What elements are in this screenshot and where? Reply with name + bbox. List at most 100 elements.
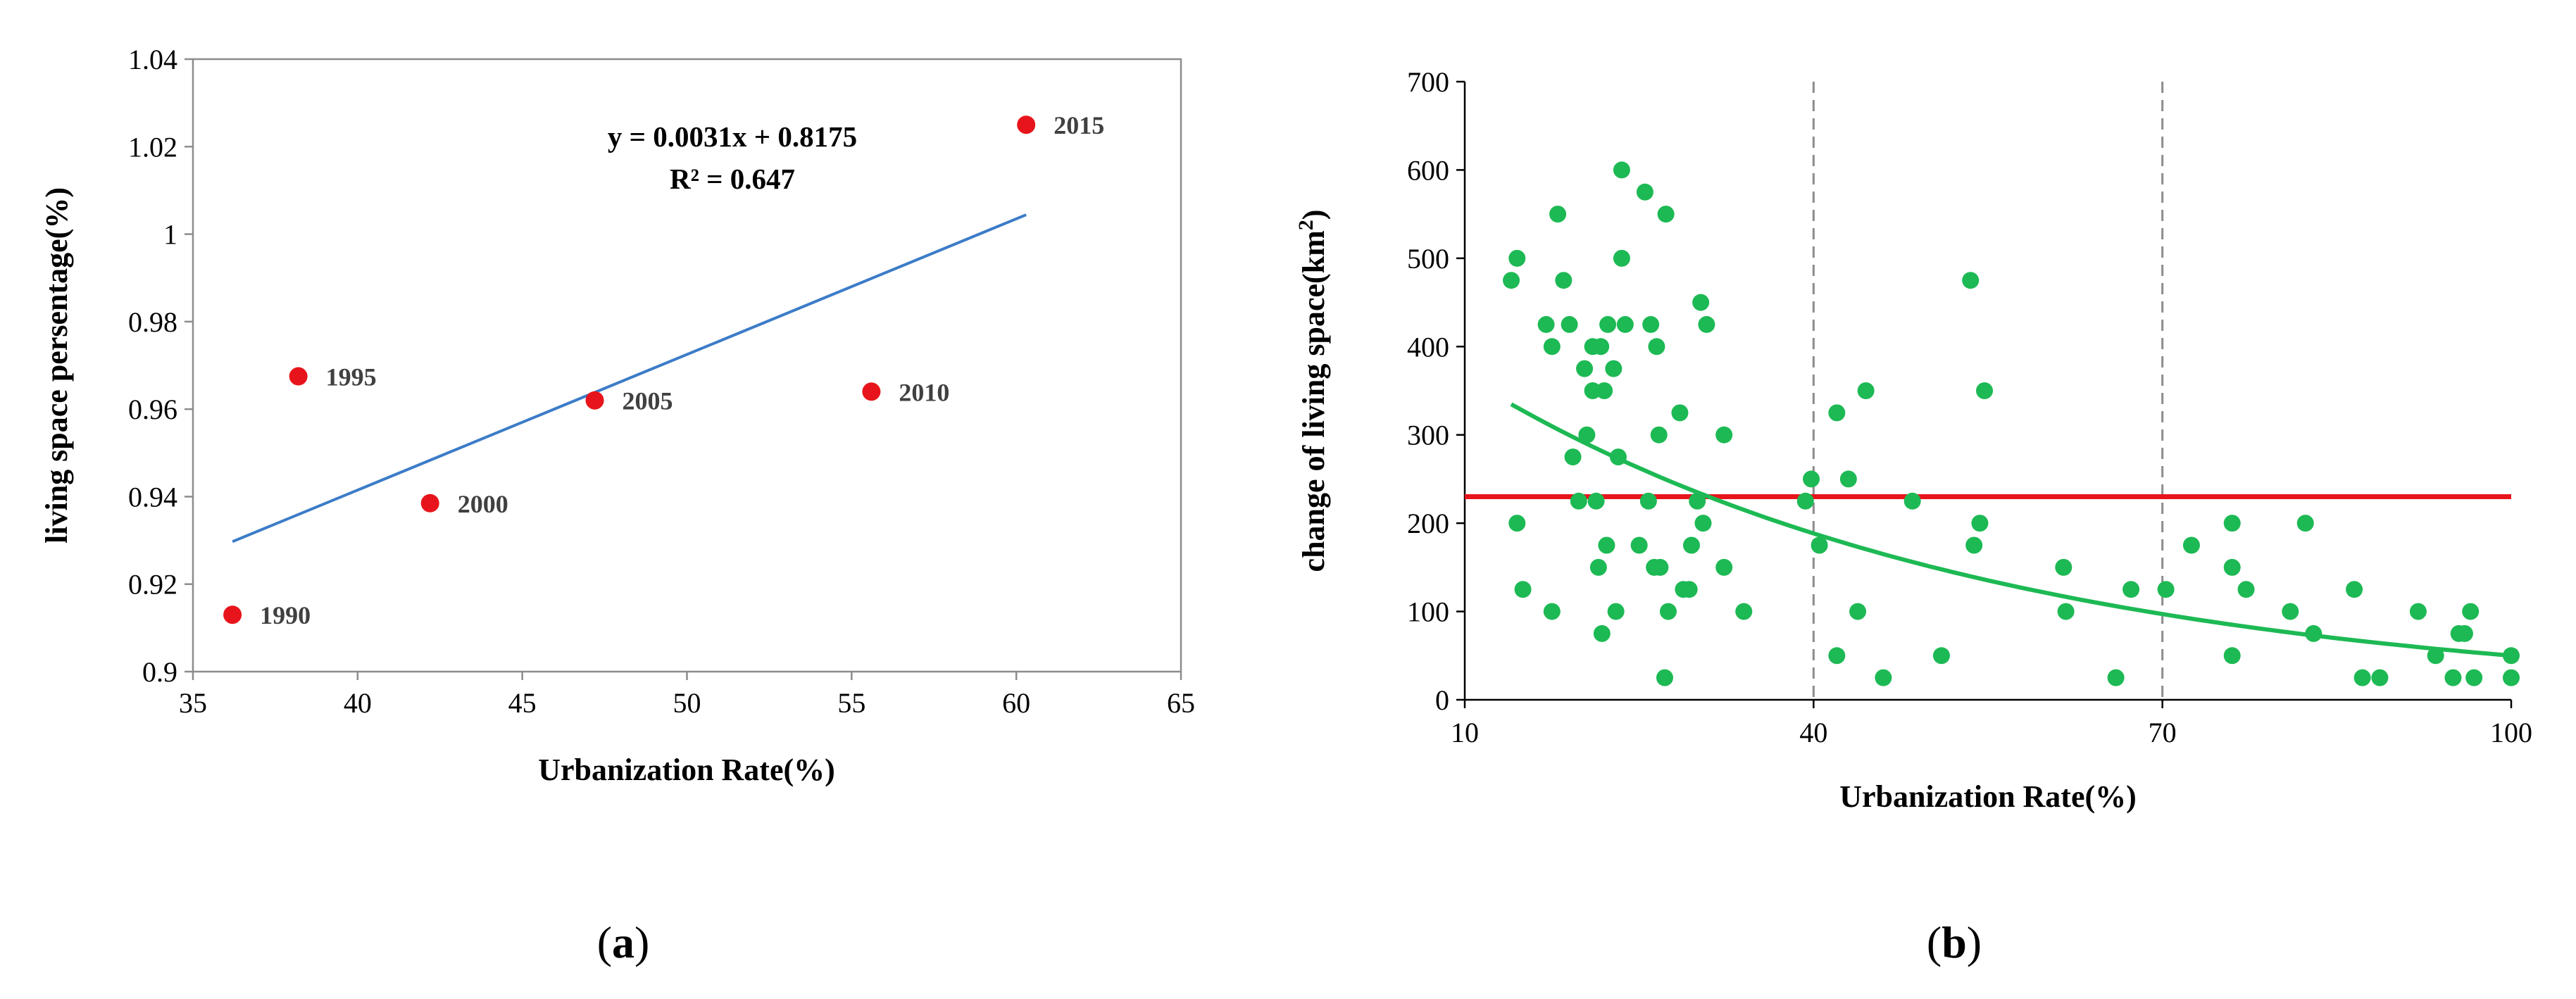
chart-b-point xyxy=(2503,669,2520,686)
chart-a-point-label: 1995 xyxy=(326,363,377,391)
chart-a-point-label: 2015 xyxy=(1053,111,1104,139)
chart-b-x-tick-label: 40 xyxy=(1799,717,1827,748)
chart-b-point xyxy=(2282,603,2299,620)
chart-b-caption-close: ) xyxy=(1967,917,1982,967)
chart-b-point xyxy=(2353,669,2371,686)
chart-a-point-2000 xyxy=(420,494,439,513)
chart-b-point xyxy=(2409,603,2427,620)
chart-b-caption-letter: b xyxy=(1942,917,1967,967)
chart-b-point xyxy=(2237,581,2255,598)
chart-a-point-label: 1990 xyxy=(260,601,311,629)
chart-b-y-tick-label: 600 xyxy=(1407,154,1449,186)
chart-b-y-axis-label-main: change of living space(km xyxy=(1296,230,1331,572)
chart-b-y-axis-label: change of living space(km2) xyxy=(1294,210,1331,572)
chart-b-x-axis-label: Urbanization Rate(%) xyxy=(1839,779,2137,814)
chart-b-point xyxy=(1671,404,1689,422)
chart-b-point xyxy=(2465,669,2483,686)
chart-b-point xyxy=(2223,647,2241,665)
chart-b-trend-curve xyxy=(1510,402,2512,658)
chart-a: 0.9 0.92 0.94 0.96 0.98 1 1.02 1.04 35 40 45 50 55 6… xyxy=(39,44,1195,967)
chart-b-point xyxy=(2296,515,2314,532)
chart-b-point xyxy=(1613,161,1630,179)
chart-b-y-tick-label: 300 xyxy=(1407,420,1449,451)
chart-b-point xyxy=(1607,603,1625,620)
chart-b: 0 100 200 300 400 500 600 700 10 40 70 100 Urbaniz… xyxy=(1294,66,2532,967)
chart-b-point xyxy=(1828,647,1846,665)
chart-b-point xyxy=(2427,647,2444,665)
chart-a-point-1995 xyxy=(289,367,308,386)
chart-b-point xyxy=(2223,558,2241,576)
chart-b-y-axis-label-sup: 2 xyxy=(1294,220,1318,230)
chart-b-point xyxy=(2182,536,2200,554)
chart-b-point xyxy=(1598,536,1615,554)
chart-b-x-tick-label: 10 xyxy=(1451,717,1479,748)
chart-b-point xyxy=(1570,492,1587,510)
chart-a-x-tick-label: 40 xyxy=(344,687,372,719)
chart-a-x-tick-label: 45 xyxy=(508,687,537,719)
chart-a-x-tick-label: 35 xyxy=(179,687,207,719)
chart-b-point xyxy=(1616,315,1634,333)
chart-b-point xyxy=(1659,603,1677,620)
chart-b-y-tick-label: 100 xyxy=(1407,596,1449,628)
chart-b-point xyxy=(1596,382,1613,399)
chart-a-point-2015 xyxy=(1017,115,1036,134)
chart-b-point xyxy=(1875,669,1892,686)
chart-a-y-tick-label: 0.96 xyxy=(128,394,177,425)
chart-a-point-2010 xyxy=(862,382,881,401)
chart-b-point xyxy=(1857,382,1875,399)
chart-b-y-axis-label-close: ) xyxy=(1296,210,1331,220)
chart-b-point xyxy=(1694,515,1712,532)
chart-a-y-tick-label: 1.02 xyxy=(128,131,177,163)
chart-b-point xyxy=(1715,558,1733,576)
chart-b-point xyxy=(2057,603,2075,620)
chart-a-x-tick-label: 55 xyxy=(837,687,865,719)
chart-b-point xyxy=(1576,360,1594,377)
chart-b-point xyxy=(1656,669,1673,686)
chart-b-point xyxy=(2122,581,2140,598)
chart-a-x-axis-label: Urbanization Rate(%) xyxy=(538,753,835,787)
chart-b-point xyxy=(1593,624,1611,642)
chart-b-point xyxy=(2157,581,2175,598)
chart-b-point xyxy=(2107,669,2125,686)
chart-a-x-tick-label: 65 xyxy=(1167,687,1195,719)
chart-b-point xyxy=(2462,603,2480,620)
chart-b-point xyxy=(1605,360,1622,377)
chart-b-point xyxy=(2444,669,2462,686)
chart-b-point xyxy=(2371,669,2389,686)
chart-a-point-2005 xyxy=(585,391,604,410)
chart-b-point xyxy=(1828,404,1846,422)
chart-b-point xyxy=(1599,315,1617,333)
chart-a-r-squared: R² = 0.647 xyxy=(670,163,795,195)
chart-b-point xyxy=(1642,315,1660,333)
chart-b-point xyxy=(1639,492,1657,510)
chart-b-point xyxy=(1803,470,1820,488)
chart-b-y-tick-label: 200 xyxy=(1407,508,1449,539)
chart-b-y-tick-label: 500 xyxy=(1407,243,1449,275)
chart-a-y-tick-label: 0.98 xyxy=(128,306,177,338)
chart-b-point xyxy=(1630,536,1648,554)
chart-b-point xyxy=(1976,382,1994,399)
chart-a-equation: y = 0.0031x + 0.8175 xyxy=(608,120,857,153)
chart-a-x-tick-label: 60 xyxy=(1002,687,1030,719)
chart-b-point xyxy=(1735,603,1753,620)
chart-b-point xyxy=(1549,206,1567,223)
chart-b-point xyxy=(1682,536,1700,554)
chart-b-point xyxy=(1650,426,1668,444)
chart-b-point xyxy=(1903,492,1921,510)
chart-b-point xyxy=(1543,338,1561,356)
chart-b-point xyxy=(1689,492,1706,510)
chart-b-point xyxy=(2503,647,2520,665)
chart-a-y-tick-label: 1.04 xyxy=(128,44,177,75)
chart-b-point xyxy=(2456,624,2473,642)
chart-a-y-axis-label: living space persentage(%) xyxy=(39,187,74,544)
chart-b-x-tick-label: 100 xyxy=(2490,717,2532,748)
chart-b-point xyxy=(1651,558,1669,576)
chart-b-point xyxy=(1971,515,1989,532)
chart-b-point xyxy=(1537,315,1555,333)
chart-a-trendline xyxy=(232,213,1027,544)
chart-b-point xyxy=(1543,603,1561,620)
chart-b-point xyxy=(1839,470,1857,488)
chart-a-caption: (a) xyxy=(597,917,650,967)
chart-b-point xyxy=(1592,338,1610,356)
